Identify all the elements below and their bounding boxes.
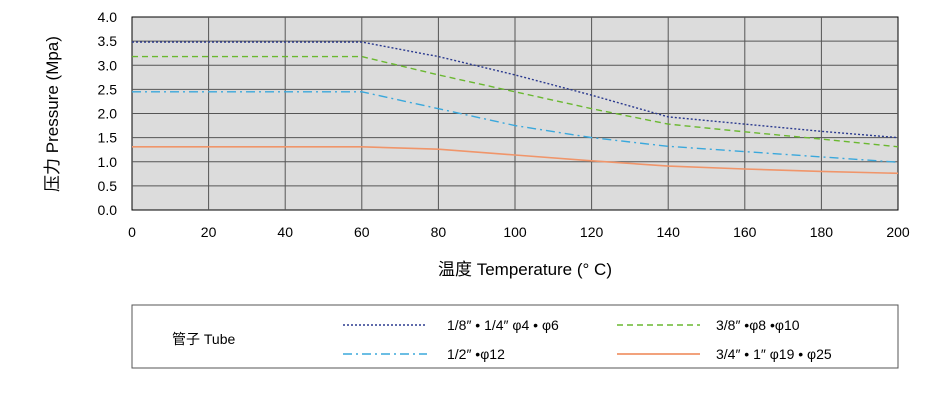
grid-lines — [132, 17, 898, 210]
x-tick-label: 80 — [431, 224, 447, 240]
y-tick-label: 3.0 — [98, 57, 118, 73]
x-tick-label: 40 — [277, 224, 293, 240]
legend-label: 3/4″ • 1″ φ19 • φ25 — [716, 346, 832, 362]
legend-label: 1/2″ •φ12 — [447, 346, 505, 362]
legend-label: 1/8″ • 1/4″ φ4 • φ6 — [447, 317, 559, 333]
x-tick-label: 180 — [810, 224, 834, 240]
series-line — [132, 41, 899, 139]
x-tick-label: 20 — [201, 224, 217, 240]
series-line — [132, 91, 899, 163]
y-tick-label: 2.5 — [98, 81, 118, 97]
x-tick-label: 160 — [733, 224, 757, 240]
y-tick-label: 0.5 — [98, 178, 118, 194]
x-tick-label: 0 — [128, 224, 136, 240]
legend-label: 3/8″ •φ8 •φ10 — [716, 317, 800, 333]
x-tick-label: 60 — [354, 224, 370, 240]
x-tick-labels: 0 20 40 60 80 100 120 140 160 180 200 — [128, 224, 910, 240]
legend-box — [131, 304, 899, 369]
series-layer — [132, 41, 899, 175]
y-tick-label: 1.0 — [98, 154, 118, 170]
series-line — [132, 145, 899, 175]
y-tick-label: 1.5 — [98, 130, 118, 146]
legend-title: 管子 Tube — [172, 331, 235, 347]
x-tick-label: 140 — [657, 224, 681, 240]
y-tick-label: 0.0 — [98, 202, 118, 218]
y-tick-labels: 0.0 0.5 1.0 1.5 2.0 2.5 3.0 3.5 4.0 — [98, 9, 118, 218]
y-tick-label: 3.5 — [98, 33, 118, 49]
y-tick-label: 2.0 — [98, 106, 118, 122]
y-tick-label: 4.0 — [98, 9, 118, 25]
x-tick-label: 200 — [886, 224, 910, 240]
legend-entries: 1/8″ • 1/4″ φ4 • φ6 3/8″ •φ8 •φ10 1/2″ •φ1… — [343, 317, 832, 362]
y-axis-title: 压力 Pressure (Mpa) — [43, 36, 62, 192]
series-line — [132, 55, 899, 148]
x-tick-label: 120 — [580, 224, 604, 240]
x-tick-label: 100 — [503, 224, 527, 240]
x-axis-title: 温度 Temperature (° C) — [438, 260, 612, 279]
